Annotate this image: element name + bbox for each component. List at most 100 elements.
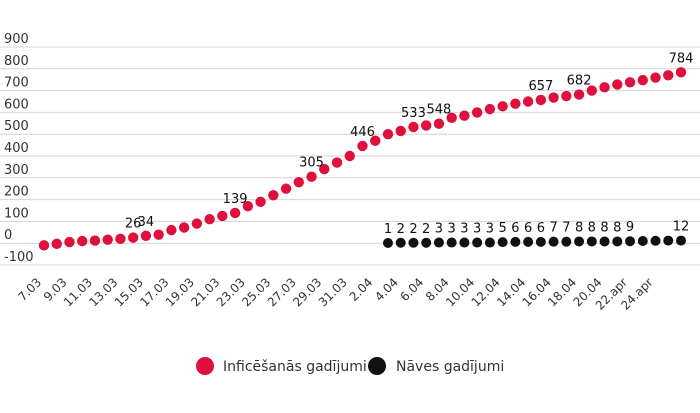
infection-point [268, 190, 279, 201]
infection-point [395, 125, 406, 137]
infection-point [573, 89, 585, 100]
death-data-label: 3 [486, 222, 494, 237]
x-axis-ticks: 7.039.0311.0313.0315.0317.0319.0321.0323… [15, 275, 655, 313]
death-data-label: 6 [537, 221, 545, 236]
infection-point [382, 129, 394, 140]
infection-data-label: 682 [567, 74, 592, 89]
y-tick-label: 400 [4, 141, 29, 156]
death-point [676, 235, 686, 246]
death-point [395, 237, 406, 248]
death-point [548, 236, 559, 247]
infection-point [89, 235, 101, 246]
y-tick-label: -100 [4, 250, 34, 265]
legend: Inficēšanās gadījumi Nāves gadījumi [196, 357, 504, 375]
death-point [574, 236, 585, 247]
infection-point [280, 183, 292, 194]
infection-point [497, 101, 508, 112]
infection-point [408, 121, 419, 133]
infection-point [64, 236, 75, 248]
infection-data-label: 26 [125, 217, 142, 232]
death-data-label: 3 [460, 222, 468, 237]
infection-point [153, 229, 164, 240]
y-tick-label: 800 [4, 54, 29, 69]
infection-point [77, 235, 88, 247]
infection-point [370, 135, 381, 146]
y-tick-label: 200 [4, 185, 29, 200]
infection-point [357, 140, 368, 152]
infection-point [331, 157, 343, 168]
infection-point [650, 72, 661, 83]
death-data-label: 3 [448, 222, 456, 237]
infection-point [433, 118, 445, 129]
death-data-label: 9 [626, 220, 634, 235]
x-tick-label: 7.03 [15, 275, 44, 304]
infection-data-label: 533 [401, 106, 426, 121]
y-tick-label: 0 [4, 228, 12, 243]
infection-data-label: 305 [299, 156, 324, 171]
death-point [625, 236, 636, 247]
infection-point [510, 98, 521, 109]
death-data-label: 5 [498, 221, 506, 236]
death-point [535, 236, 546, 247]
death-point [637, 236, 648, 247]
infection-point [535, 94, 547, 106]
infection-point [612, 79, 623, 90]
infection-point [242, 200, 254, 212]
infection-point [548, 92, 559, 103]
x-tick-label: 4.04 [372, 275, 401, 304]
death-data-label: 12 [673, 220, 690, 235]
infection-data-label: 34 [138, 215, 155, 230]
death-point [433, 237, 444, 248]
legend-label-infections: Inficēšanās gadījumi [223, 359, 367, 375]
death-data-label: 7 [562, 221, 570, 236]
y-axis-ticks: 900 800 700 600 500 400 300 200 100 0 -100 [4, 32, 34, 265]
infection-point [102, 234, 113, 245]
death-point [484, 237, 495, 248]
infection-point [599, 82, 610, 93]
death-point [663, 235, 674, 246]
death-data-label: 7 [549, 221, 557, 236]
infection-point [51, 238, 62, 250]
infection-point [319, 163, 330, 175]
infection-point [166, 224, 177, 236]
infection-point [484, 103, 496, 115]
death-point [586, 236, 597, 247]
infection-data-label: 446 [350, 125, 375, 140]
death-point [446, 237, 457, 248]
infection-data-label: 548 [427, 103, 452, 118]
death-data-label: 8 [588, 220, 596, 235]
infection-point [675, 67, 687, 78]
infection-data-label: 139 [223, 192, 248, 207]
data-points [38, 67, 687, 251]
infection-point [637, 74, 648, 86]
death-point [612, 236, 623, 247]
death-point [472, 237, 483, 248]
death-data-label: 8 [575, 220, 583, 235]
death-point [650, 235, 661, 246]
infection-point [446, 112, 457, 124]
death-data-label: 8 [600, 220, 608, 235]
infection-point [471, 107, 483, 118]
y-tick-label: 600 [4, 97, 29, 112]
infection-point [586, 85, 598, 96]
death-point [497, 237, 508, 248]
death-data-label: 3 [435, 222, 443, 237]
infection-point [229, 207, 241, 219]
death-point [459, 237, 470, 248]
x-tick-label: 6.04 [398, 275, 427, 304]
y-tick-label: 100 [4, 206, 29, 221]
infection-data-label: 657 [528, 79, 553, 94]
death-data-label: 2 [422, 222, 430, 237]
death-data-label: 3 [473, 222, 481, 237]
death-data-label: 8 [613, 220, 621, 235]
infection-point [624, 77, 636, 88]
infection-point [38, 240, 50, 251]
death-data-label: 2 [409, 222, 417, 237]
infection-point [293, 176, 304, 188]
infection-point [191, 218, 203, 229]
infection-point [421, 120, 432, 131]
infection-point [204, 214, 215, 225]
y-tick-label: 900 [4, 32, 29, 47]
y-tick-label: 500 [4, 119, 29, 134]
